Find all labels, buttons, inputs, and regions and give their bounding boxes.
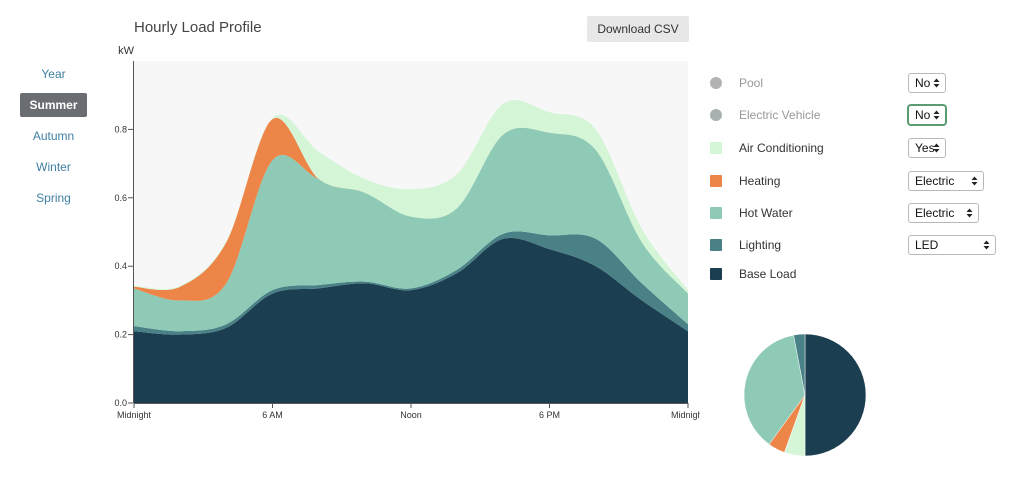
season-tab-winter[interactable]: Winter (36, 160, 71, 174)
hot-water-swatch-icon (710, 207, 722, 219)
pie-slice-hot-water (743, 334, 806, 445)
legend-label-hot-water: Hot Water (739, 206, 793, 220)
select-arrows-icon (933, 143, 940, 153)
y-tick-label: 0.2 (114, 330, 127, 340)
legend-label-base-load: Base Load (739, 267, 797, 281)
area-series-group (134, 100, 688, 403)
y-tick-label: 0.4 (114, 261, 127, 271)
x-tick-label: Midnight (117, 410, 152, 420)
select-arrows-icon (933, 110, 940, 120)
x-tick-label: 6 AM (262, 410, 283, 420)
heating-swatch-icon (710, 175, 722, 187)
chart-title: Hourly Load Profile (134, 19, 262, 36)
lighting-select[interactable]: LED ▲ (908, 235, 996, 255)
electric-vehicle-dot-icon (710, 109, 722, 121)
electric-vehicle-select-value: No (915, 108, 931, 122)
season-nav: Year Summer Autumn Winter Spring (20, 62, 87, 217)
lighting-select-value: LED (915, 238, 939, 252)
hot-water-select-value: Electric (915, 206, 955, 220)
area-hot-water (134, 127, 688, 332)
electric-vehicle-select[interactable]: No ▲ (908, 105, 946, 125)
x-tick-label: Noon (400, 410, 422, 420)
x-tick-label: Midnight (671, 410, 700, 420)
pool-select-value: No (915, 76, 931, 90)
x-axis: Midnight 6 AM Noon 6 PM Midnight (117, 403, 700, 420)
load-share-pie-chart (743, 333, 867, 457)
season-tab-summer[interactable]: Summer (20, 93, 87, 117)
pie-slice-base (804, 333, 867, 457)
load-profile-chart: kW 0.00.20.40.60.8 Midnight 6 AM Noon 6 PM M… (114, 45, 700, 420)
season-tab-autumn[interactable]: Autumn (32, 129, 75, 143)
season-tab-spring[interactable]: Spring (36, 191, 71, 205)
select-arrows-icon (933, 78, 940, 88)
y-axis: kW 0.0 0.2 0.4 0.6 0.8 (114, 45, 134, 408)
x-tick-label: 6 PM (539, 410, 560, 420)
y-tick-label: 0.0 (114, 398, 127, 408)
hot-water-select[interactable]: Electric ▲ (908, 203, 979, 223)
legend-label-lighting: Lighting (739, 238, 782, 252)
legend-label-air-conditioning: Air Conditioning (739, 141, 824, 155)
area-ac (134, 100, 688, 294)
select-arrows-icon (966, 208, 973, 218)
y-tick-label: 0.8 (114, 124, 127, 134)
area-heating (134, 117, 688, 301)
y-axis-label: kW (118, 45, 135, 57)
legend-label-heating: Heating (739, 174, 781, 188)
air-conditioning-select-value: Yes (915, 141, 935, 155)
pool-dot-icon (710, 77, 722, 89)
air-conditioning-swatch-icon (710, 142, 722, 154)
legend-label-electric-vehicle: Electric Vehicle (739, 108, 821, 122)
season-tab-year[interactable]: Year (41, 67, 66, 81)
lighting-swatch-icon (710, 239, 722, 251)
download-csv-button[interactable]: Download CSV (587, 16, 689, 42)
select-arrows-icon (983, 240, 990, 250)
select-arrows-icon (971, 176, 978, 186)
pool-select[interactable]: No ▲ (908, 73, 946, 93)
heating-select-value: Electric (915, 174, 955, 188)
y-tick-label: 0.6 (114, 193, 127, 203)
air-conditioning-select[interactable]: Yes ▲ (908, 138, 946, 158)
legend-label-pool: Pool (739, 76, 764, 90)
area-base (134, 237, 688, 403)
pie-slice-lighting (793, 333, 806, 396)
heating-select[interactable]: Electric ▲ (908, 171, 984, 191)
base-load-swatch-icon (710, 268, 722, 280)
